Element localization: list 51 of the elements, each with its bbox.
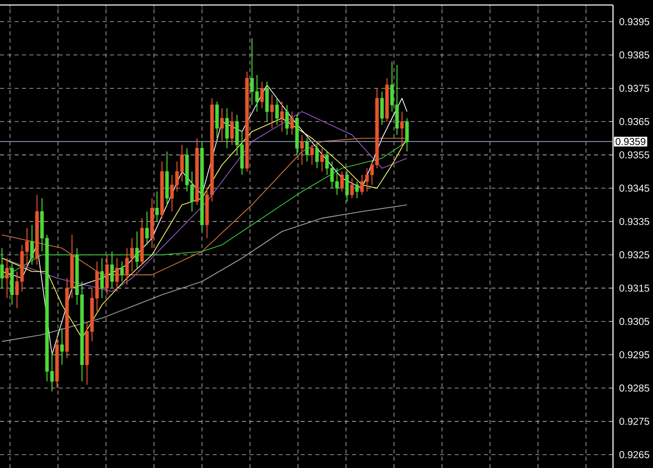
candlestick bbox=[290, 111, 294, 136]
y-tick-label: 0.9295 bbox=[619, 351, 650, 358]
y-tick-label: 0.9275 bbox=[619, 418, 650, 425]
y-tick-label: 0.9365 bbox=[619, 118, 650, 126]
candlestick bbox=[155, 191, 159, 222]
line-series bbox=[2, 111, 408, 292]
y-tick-label: 0.9315 bbox=[619, 284, 650, 292]
y-tick-label: 0.9375 bbox=[619, 84, 650, 92]
candlestick bbox=[380, 91, 384, 126]
candlestick bbox=[280, 101, 284, 132]
candlestick bbox=[405, 118, 409, 152]
candlestick bbox=[300, 134, 304, 166]
candlestick bbox=[135, 231, 139, 269]
candlestick bbox=[340, 171, 344, 192]
candlestick bbox=[115, 258, 119, 292]
candlestick bbox=[260, 81, 264, 109]
y-tick-label: 0.9285 bbox=[619, 384, 650, 392]
candlestick bbox=[315, 144, 319, 169]
candlestick bbox=[100, 258, 104, 299]
y-tick-label: 0.9395 bbox=[619, 18, 650, 26]
candlestick bbox=[350, 178, 354, 199]
candlestick bbox=[400, 111, 404, 149]
candlestick bbox=[120, 261, 124, 282]
candlestick bbox=[110, 251, 114, 289]
y-tick-label: 0.9335 bbox=[619, 218, 650, 226]
ref-line-label: 0.9359 bbox=[616, 138, 646, 146]
candlestick bbox=[0, 248, 4, 289]
candlestick bbox=[230, 111, 234, 146]
candlestick bbox=[285, 104, 289, 136]
candlestick bbox=[105, 254, 109, 296]
candlestick bbox=[220, 108, 224, 142]
y-tick-label: 0.9385 bbox=[619, 51, 650, 59]
y-tick-label: 0.9305 bbox=[619, 318, 650, 325]
candlestick bbox=[355, 181, 359, 199]
candlestick bbox=[310, 144, 314, 166]
y-tick-label: 0.9325 bbox=[619, 251, 650, 258]
candlestick bbox=[225, 108, 229, 149]
candlestick bbox=[60, 328, 64, 366]
candlestick bbox=[320, 148, 324, 172]
candlestick bbox=[265, 81, 269, 122]
y-tick-label: 0.9265 bbox=[619, 451, 650, 458]
candlestick bbox=[270, 94, 274, 129]
candlestick bbox=[5, 258, 9, 299]
candlestick bbox=[275, 98, 279, 126]
candlestick bbox=[215, 101, 219, 139]
candlestick bbox=[30, 224, 34, 266]
y-tick-label: 0.9345 bbox=[619, 184, 650, 192]
candlestick bbox=[305, 138, 309, 162]
candlestick bbox=[345, 171, 349, 202]
y-tick-label: 0.9355 bbox=[619, 151, 650, 158]
candlestick bbox=[145, 211, 149, 246]
